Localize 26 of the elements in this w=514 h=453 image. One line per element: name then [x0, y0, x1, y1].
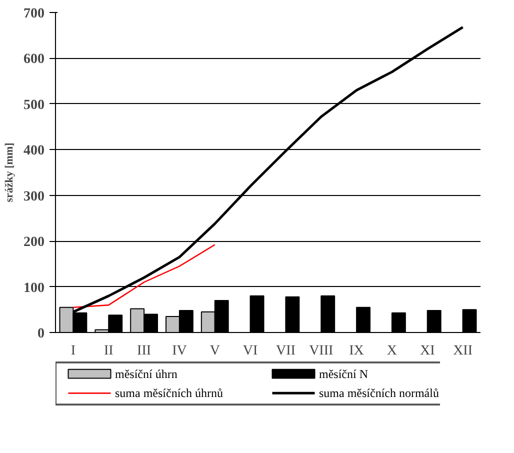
x-tick-label: V — [210, 344, 220, 358]
y-tick-label: 100 — [24, 280, 44, 296]
x-tick-label: VIII — [309, 344, 334, 358]
x-tick-label: VII — [276, 344, 296, 358]
y-tick-label: 300 — [24, 189, 44, 204]
y-tick-label: 400 — [24, 144, 44, 159]
x-tick-label: III — [137, 344, 152, 358]
x-tick-label: I — [70, 344, 76, 358]
legend-label: suma měsíčních normálů — [319, 386, 439, 400]
y-tick-label: 0 — [38, 326, 44, 342]
x-tick-label: IV — [172, 344, 187, 358]
x-tick-label: X — [386, 344, 398, 358]
y-axis-title: srážky [mm] — [4, 142, 16, 202]
y-tick-label: 500 — [24, 98, 44, 113]
x-tick-label: XI — [420, 344, 436, 358]
y-tick-label: 700 — [24, 6, 44, 22]
legend-label: měsíční N — [319, 366, 368, 381]
legend-label: měsíční úhrn — [115, 366, 178, 381]
legend-label: suma měsíčních úhrnů — [115, 386, 223, 400]
x-tick-label: VI — [242, 344, 258, 358]
y-tick-label: 600 — [24, 52, 44, 68]
y-tick-label: 200 — [24, 235, 44, 250]
line-series — [72, 244, 216, 308]
x-tick-label: II — [104, 344, 114, 358]
x-tick-label: IX — [349, 344, 364, 358]
x-tick-label: XII — [453, 344, 473, 358]
